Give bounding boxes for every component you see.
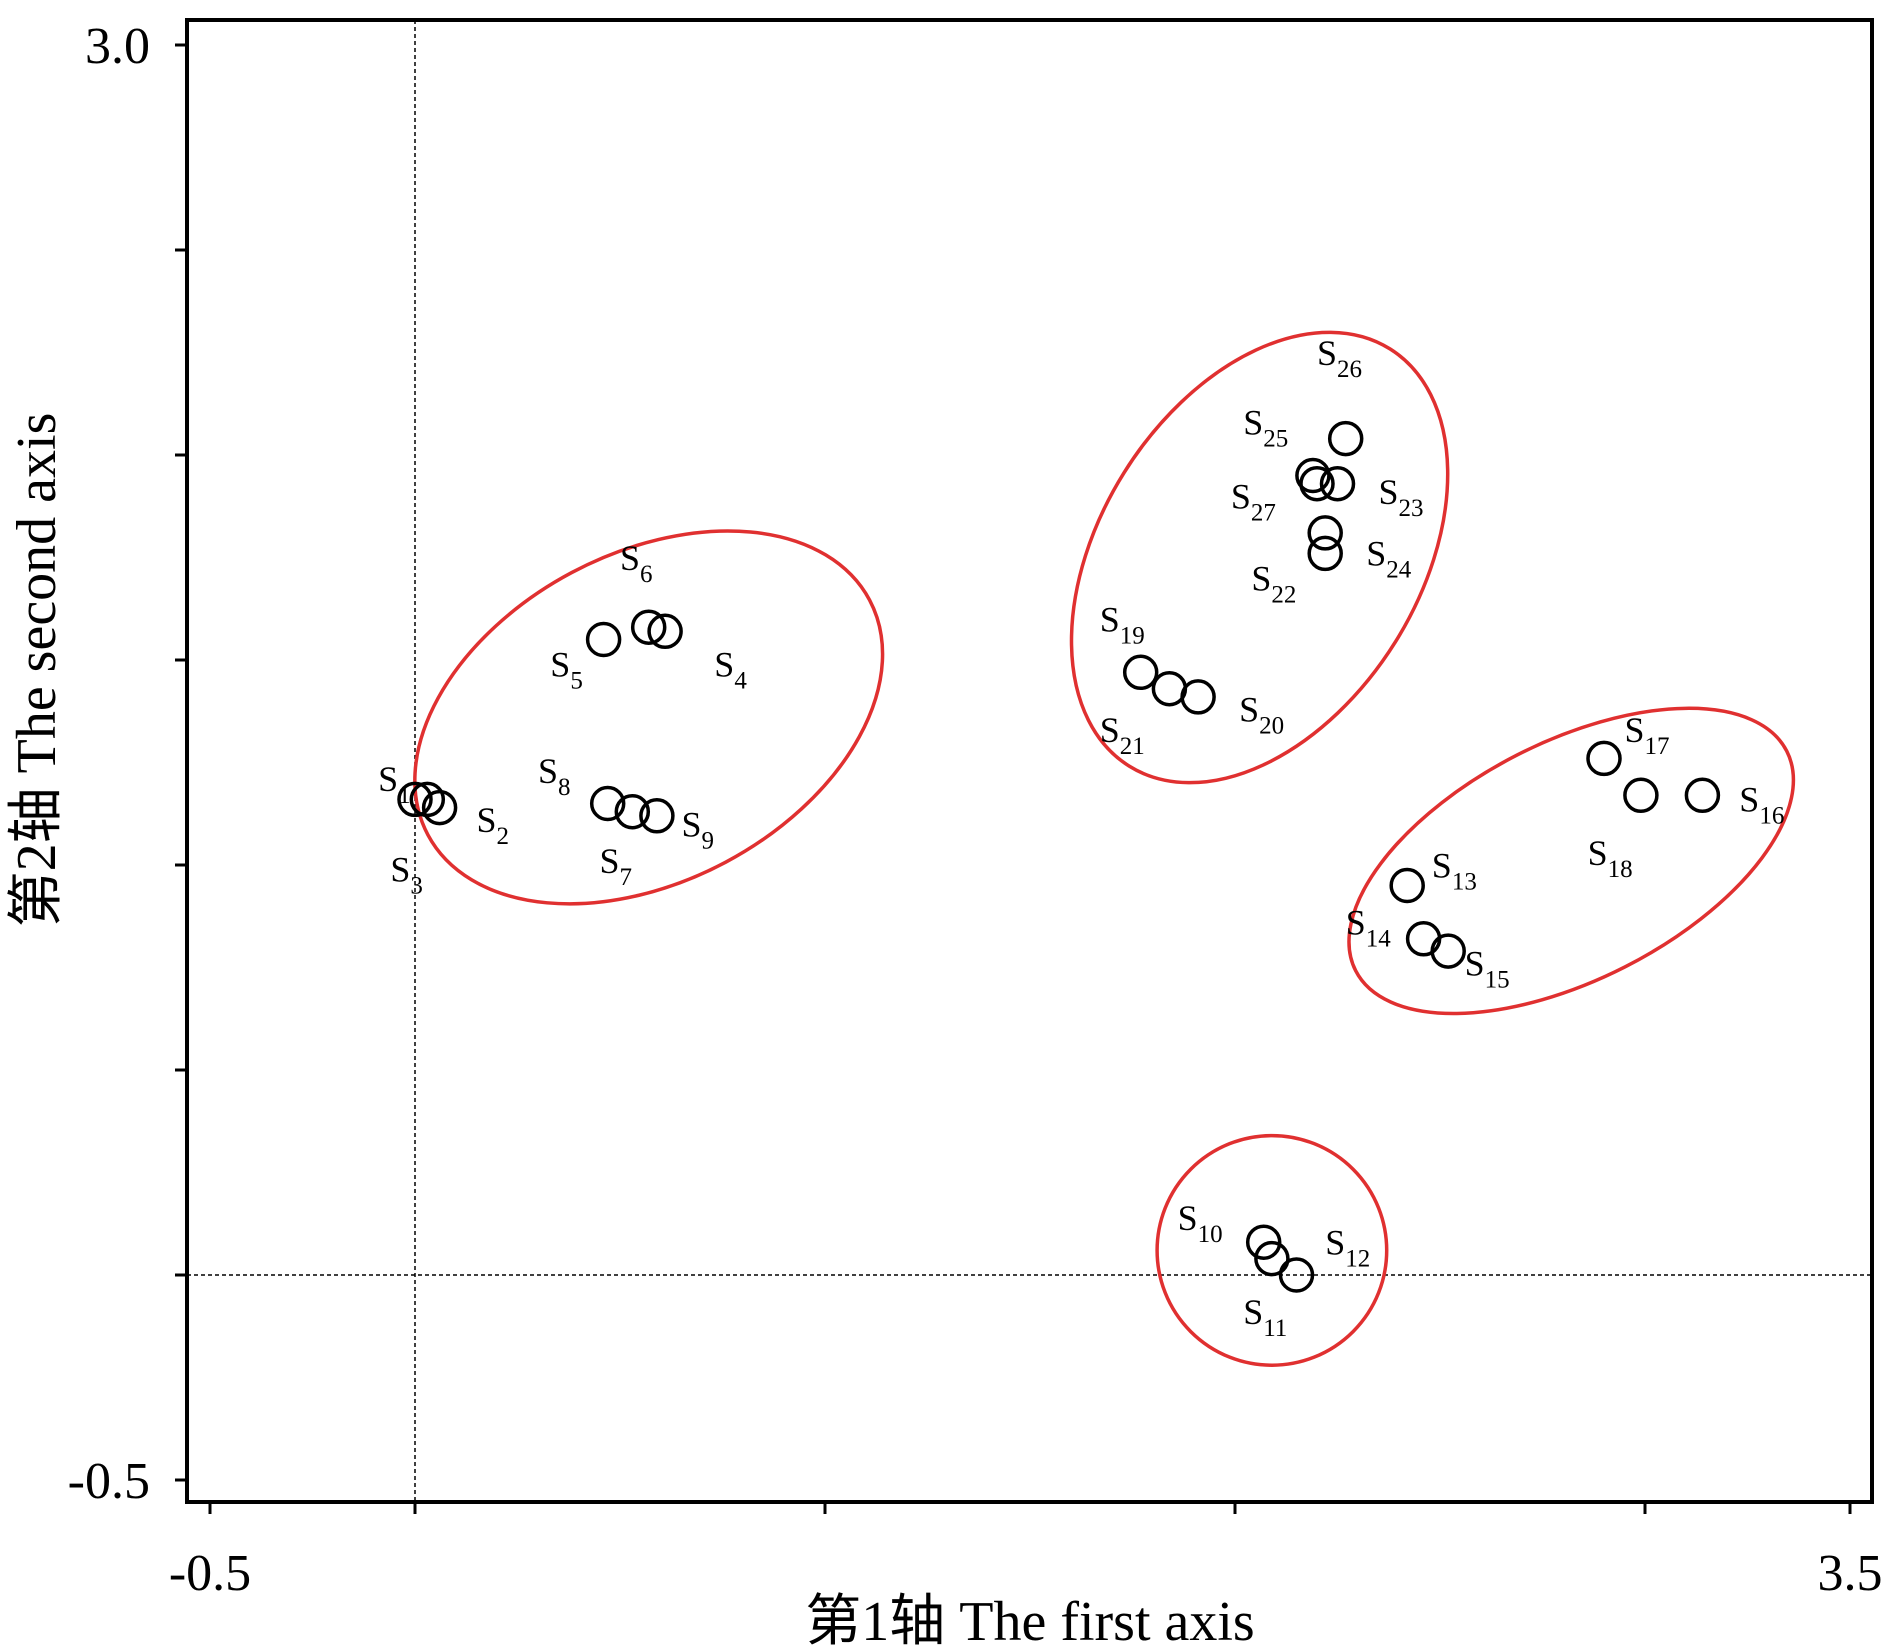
point-S10 [1245, 1224, 1282, 1260]
point-S4 [647, 613, 683, 650]
point-label-S9: S9 [682, 804, 715, 854]
group-ellipse-1 [413, 529, 885, 906]
x-axis-title: 第1轴 The first axis [805, 1591, 1254, 1648]
point-S22 [1307, 515, 1343, 551]
point-S13 [1389, 867, 1425, 904]
point-S8 [589, 785, 626, 822]
point-label-S25: S25 [1243, 403, 1288, 453]
axis-ticks: -0.5 3.5 3.0 -0.5 [68, 18, 1883, 1602]
point-label-S12: S12 [1325, 1223, 1370, 1273]
point-S21 [1151, 670, 1188, 707]
x-tick-label: 3.5 [1818, 1545, 1883, 1602]
point-S12 [1254, 1240, 1290, 1277]
group-ellipse-2 [1069, 330, 1450, 785]
point-S7 [614, 793, 651, 830]
point-label-S11: S11 [1243, 1292, 1287, 1342]
reference-lines [187, 20, 1872, 1502]
point-S9 [639, 798, 675, 834]
group-ellipses [413, 330, 1796, 1367]
point-label-S10: S10 [1178, 1198, 1223, 1248]
point-label-S20: S20 [1239, 690, 1284, 740]
point-label-S5: S5 [550, 644, 583, 694]
point-labels: S1 S2 S3 S4 S5 S6 S7 S8 S9 S10 S11 S12 S13 S14 S15 S16 S… [378, 333, 1784, 1342]
point-S6 [630, 609, 667, 645]
group-ellipse-3 [1347, 706, 1796, 1016]
point-S20 [1180, 679, 1216, 715]
point-S18 [1623, 777, 1659, 814]
point-S16 [1684, 777, 1721, 814]
y-tick-label: 3.0 [85, 18, 150, 75]
point-label-S26: S26 [1317, 333, 1362, 383]
point-S27 [1299, 465, 1335, 502]
point-label-S4: S4 [714, 644, 747, 694]
point-label-S19: S19 [1100, 599, 1145, 649]
point-S15 [1430, 933, 1466, 969]
point-label-S17: S17 [1625, 710, 1670, 760]
point-label-S23: S23 [1379, 472, 1424, 522]
point-label-S16: S16 [1739, 780, 1784, 830]
y-tick-label: -0.5 [68, 1453, 150, 1510]
point-label-S3: S3 [390, 849, 423, 899]
point-S23 [1319, 465, 1356, 502]
point-S24 [1307, 535, 1343, 572]
point-S19 [1122, 654, 1159, 691]
point-S5 [585, 621, 622, 658]
point-label-S18: S18 [1588, 833, 1633, 883]
point-label-S14: S14 [1346, 903, 1392, 953]
point-S26 [1327, 420, 1364, 457]
point-label-S2: S2 [477, 800, 510, 850]
data-points [397, 420, 1721, 1293]
point-label-S15: S15 [1465, 944, 1510, 994]
point-label-S22: S22 [1251, 558, 1296, 608]
point-label-S13: S13 [1432, 845, 1477, 895]
plot-frame [185, 18, 1874, 1504]
point-label-S1: S1 [378, 759, 411, 809]
point-S14 [1405, 921, 1442, 957]
point-S17 [1586, 740, 1622, 777]
point-S1 [397, 781, 433, 818]
point-S3 [409, 781, 446, 818]
point-label-S27: S27 [1231, 476, 1276, 526]
point-label-S7: S7 [600, 841, 633, 891]
group-ellipse-4 [1155, 1133, 1389, 1367]
y-axis-title: 第2轴 The second axis [6, 413, 68, 928]
point-label-S24: S24 [1366, 534, 1412, 584]
point-label-S8: S8 [538, 751, 571, 801]
point-label-S6: S6 [620, 538, 653, 588]
point-label-S21: S21 [1100, 710, 1145, 760]
point-S11 [1278, 1257, 1315, 1293]
x-tick-label: -0.5 [169, 1545, 251, 1602]
